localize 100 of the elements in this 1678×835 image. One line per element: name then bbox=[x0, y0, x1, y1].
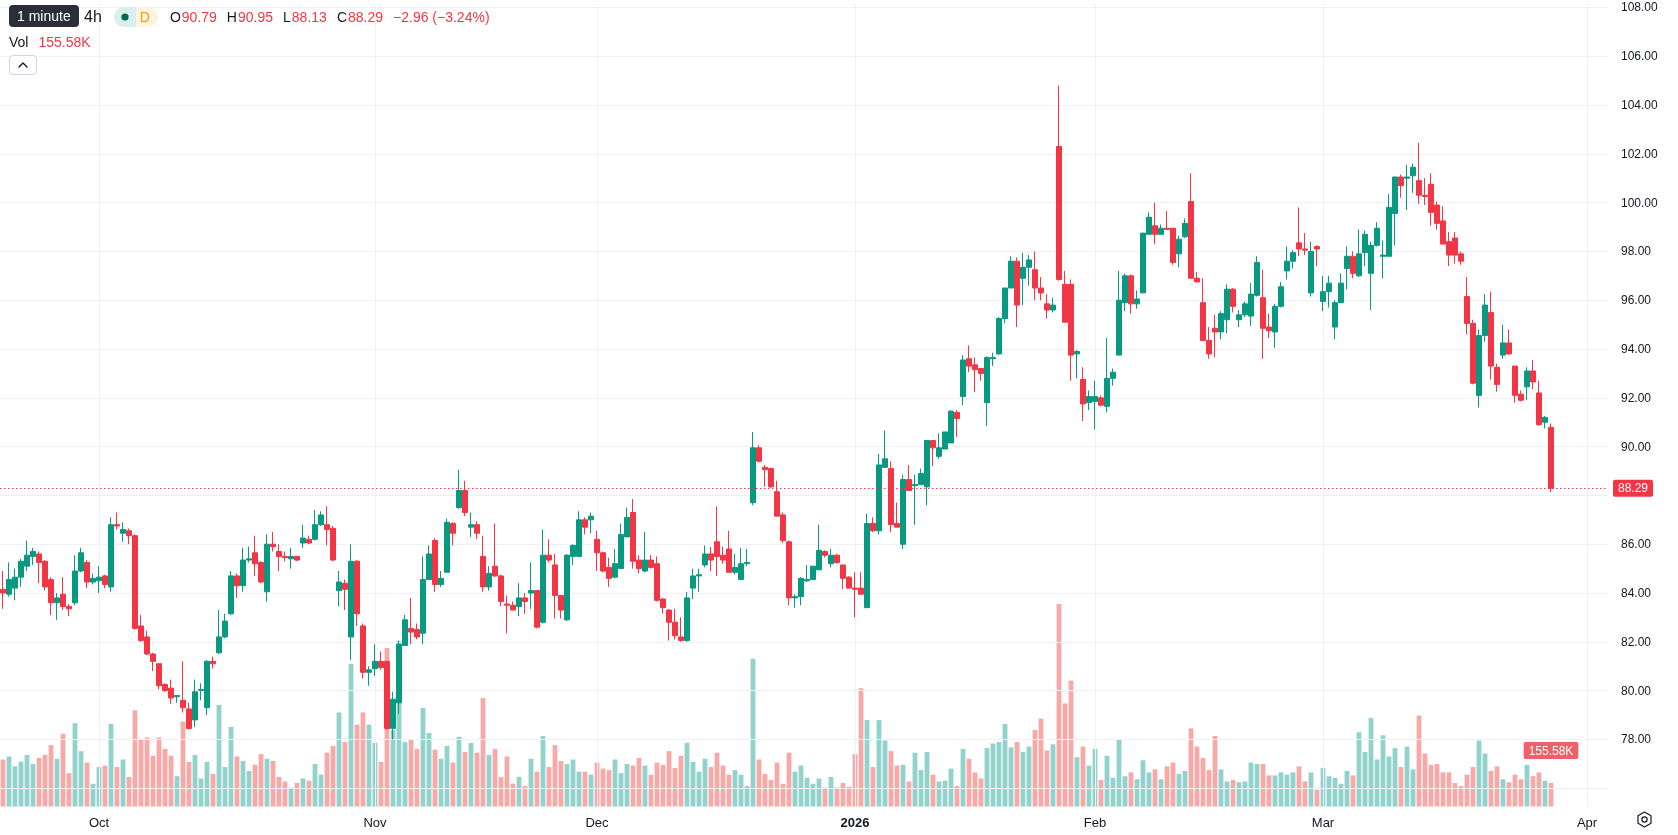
candlestick bbox=[1182, 217, 1188, 239]
candlestick bbox=[756, 444, 762, 463]
candlestick bbox=[360, 623, 366, 679]
y-tick-label: 78.00 bbox=[1621, 732, 1652, 747]
candlestick bbox=[1074, 349, 1080, 379]
candlestick bbox=[480, 535, 486, 593]
y-tick-label: 80.00 bbox=[1621, 683, 1652, 698]
x-tick-label: Apr bbox=[1576, 814, 1598, 830]
candlestick bbox=[1488, 291, 1494, 381]
tooltip: 1 minute bbox=[9, 5, 79, 27]
candlestick bbox=[1500, 324, 1506, 360]
y-tick-label: 104.00 bbox=[1621, 98, 1659, 113]
x-tick-label: Mar bbox=[1311, 814, 1335, 830]
candlestick bbox=[1398, 174, 1404, 199]
y-tick-label: 96.00 bbox=[1621, 293, 1652, 308]
candlestick bbox=[1356, 228, 1362, 278]
candlestick bbox=[270, 531, 276, 553]
y-tick-label: 94.00 bbox=[1621, 342, 1652, 357]
candlestick bbox=[1230, 287, 1236, 313]
candlestick bbox=[1404, 164, 1410, 211]
x-tick-label: Oct bbox=[88, 814, 110, 830]
candlestick bbox=[84, 559, 90, 589]
candlestick bbox=[522, 592, 528, 615]
candlestick bbox=[1098, 394, 1104, 407]
candlestick bbox=[954, 409, 960, 438]
y-tick-label: 102.00 bbox=[1621, 146, 1659, 161]
candlestick bbox=[864, 513, 870, 609]
candlestick bbox=[192, 679, 198, 728]
candlestick bbox=[1056, 84, 1062, 282]
candlestick bbox=[186, 702, 192, 731]
candlestick bbox=[474, 520, 480, 540]
candlestick bbox=[828, 548, 834, 568]
candlestick bbox=[120, 521, 126, 543]
candlestick bbox=[540, 529, 546, 624]
candlestick bbox=[678, 616, 684, 643]
candlestick bbox=[900, 474, 906, 550]
ref-line-label: 88.29 bbox=[1618, 481, 1649, 496]
candlestick bbox=[1134, 289, 1140, 310]
candlestick bbox=[1050, 297, 1056, 313]
candlestick bbox=[174, 694, 180, 704]
candlestick bbox=[1494, 363, 1500, 393]
x-tick-label: Dec bbox=[585, 814, 610, 830]
candlestick bbox=[102, 574, 108, 589]
y-tick-label: 90.00 bbox=[1621, 439, 1652, 454]
candlestick bbox=[1158, 224, 1164, 235]
candlestick bbox=[1344, 246, 1350, 290]
candlestick bbox=[1044, 293, 1050, 320]
data-label: 155.58K bbox=[1528, 743, 1574, 758]
candlestick bbox=[702, 544, 708, 568]
candlestick bbox=[1530, 359, 1536, 390]
annotation: C bbox=[336, 9, 347, 25]
candlestick bbox=[108, 516, 114, 593]
candlestick bbox=[114, 511, 120, 531]
y-tick-label: 82.00 bbox=[1621, 634, 1652, 649]
candlestick bbox=[1542, 415, 1548, 429]
candlestick bbox=[468, 511, 474, 538]
candlestick bbox=[1308, 241, 1314, 298]
candlestick bbox=[1152, 202, 1158, 245]
candlestick bbox=[372, 643, 378, 677]
annotation: 90.79 bbox=[181, 9, 217, 25]
candlestick bbox=[438, 570, 444, 588]
annotation: 90.95 bbox=[237, 9, 274, 25]
x-tick-label: Feb bbox=[1083, 814, 1107, 830]
candlestick bbox=[1350, 250, 1356, 279]
candlestick bbox=[930, 440, 936, 467]
candlestick bbox=[1410, 163, 1416, 194]
candlestick bbox=[450, 521, 456, 546]
candlestick bbox=[366, 665, 372, 687]
annotation: O bbox=[169, 9, 181, 25]
candlestick bbox=[960, 354, 966, 406]
candlestick bbox=[786, 540, 792, 606]
candlestick bbox=[1524, 366, 1530, 401]
candlestick bbox=[348, 543, 354, 661]
candlestick bbox=[1014, 257, 1020, 328]
candlestick bbox=[642, 531, 648, 573]
y-tick-label: 84.00 bbox=[1621, 586, 1652, 600]
candlestick bbox=[1128, 274, 1134, 315]
annotation: 88.13 bbox=[291, 9, 327, 25]
y-tick-label: 98.00 bbox=[1621, 244, 1652, 259]
candlestick bbox=[456, 469, 462, 510]
x-tick-label: 2026 bbox=[840, 814, 870, 830]
candlestick bbox=[210, 655, 216, 670]
candlestick bbox=[834, 553, 840, 565]
candlestick bbox=[1506, 328, 1512, 356]
y-tick-label: 106.00 bbox=[1621, 49, 1659, 64]
annotation: 88.29 bbox=[348, 9, 384, 25]
candlestick bbox=[336, 570, 342, 607]
candlestick bbox=[432, 537, 438, 593]
candlestick bbox=[342, 579, 348, 611]
candlestick bbox=[306, 535, 312, 545]
candlestick bbox=[1314, 244, 1320, 267]
candlestick bbox=[354, 559, 360, 627]
candlestick bbox=[1176, 235, 1182, 268]
candlestick bbox=[228, 570, 234, 616]
annotation: L bbox=[283, 9, 291, 25]
candlestick bbox=[870, 516, 876, 533]
candlestick bbox=[588, 511, 594, 534]
candlestick bbox=[1212, 314, 1218, 359]
candlestick bbox=[822, 549, 828, 559]
annotation: Vol bbox=[9, 34, 29, 50]
